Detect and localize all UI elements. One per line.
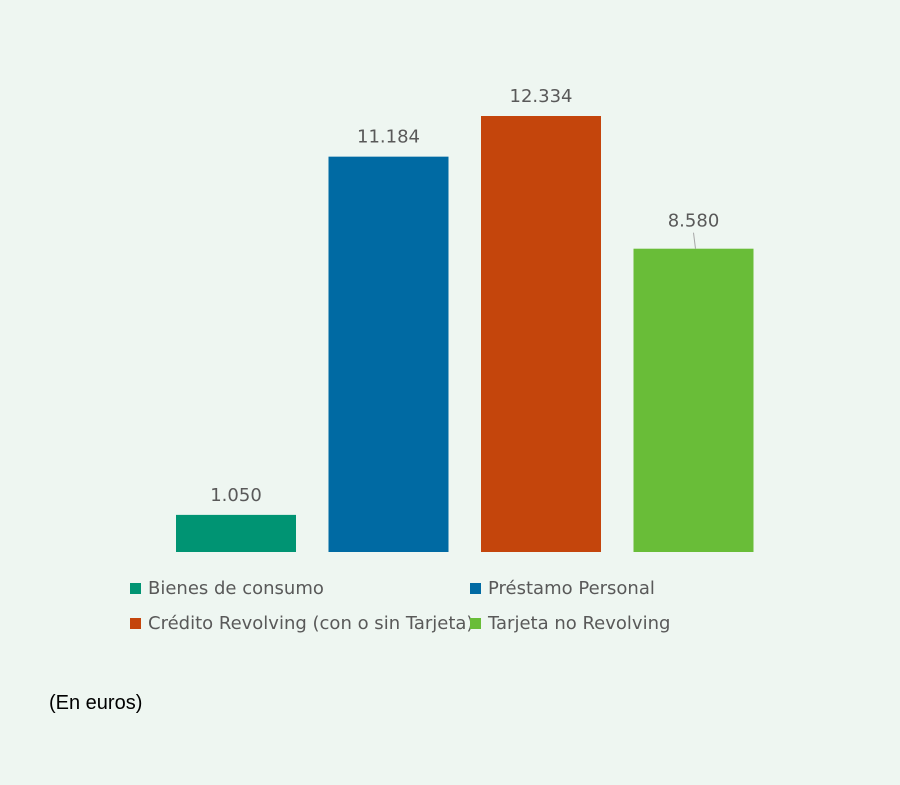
data-label-credito-revolving-con-o-sin-tarjeta: 12.334	[510, 86, 573, 107]
legend-label: Crédito Revolving (con o sin Tarjeta)	[148, 613, 474, 634]
bar-tarjeta-no-revolving	[633, 248, 754, 553]
legend-label: Tarjeta no Revolving	[488, 613, 671, 634]
legend-label: Préstamo Personal	[488, 578, 655, 599]
legend-item-prestamo-personal: Préstamo Personal	[470, 578, 730, 599]
data-label-prestamo-personal: 11.184	[357, 127, 420, 148]
legend-swatch	[470, 618, 481, 629]
data-label-bienes-de-consumo: 1.050	[210, 485, 262, 506]
legend-swatch	[130, 583, 141, 594]
data-label-tarjeta-no-revolving: 8.580	[668, 211, 720, 232]
legend-item-bienes-de-consumo: Bienes de consumo	[130, 578, 470, 599]
data-label-leader-line	[693, 232, 696, 249]
bar-bienes-de-consumo	[176, 514, 296, 552]
chart-legend: Bienes de consumo Préstamo Personal Créd…	[130, 578, 730, 634]
legend-label: Bienes de consumo	[148, 578, 324, 599]
legend-item-credito-revolving: Crédito Revolving (con o sin Tarjeta)	[130, 613, 474, 634]
legend-swatch	[470, 583, 481, 594]
bar-credito-revolving-con-o-sin-tarjeta	[481, 116, 601, 552]
unit-note: (En euros)	[49, 692, 143, 714]
legend-item-tarjeta-no-revolving: Tarjeta no Revolving	[470, 613, 730, 634]
bar-chart: 1.050 11.184 12.334 8.580	[176, 86, 754, 553]
legend-swatch	[130, 618, 141, 629]
bar-prestamo-personal	[328, 156, 449, 552]
